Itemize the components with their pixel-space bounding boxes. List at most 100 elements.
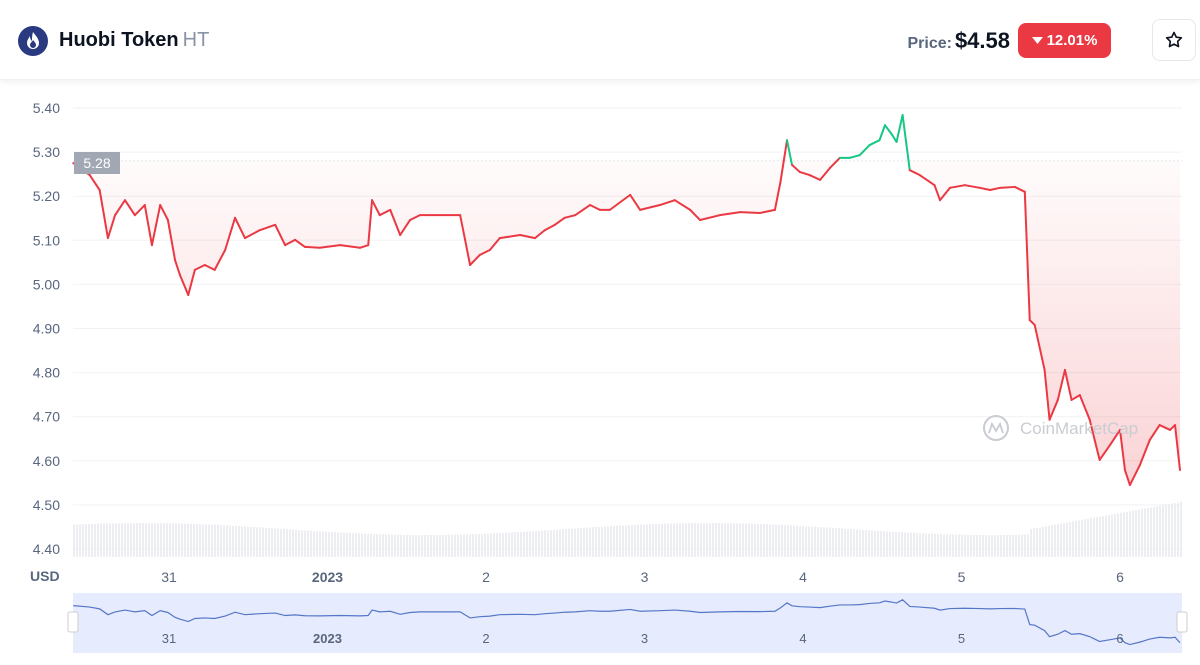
volume-bar — [109, 523, 111, 557]
volume-bar — [763, 524, 765, 557]
coin-name: Huobi Token — [59, 29, 179, 51]
volume-bar — [343, 532, 345, 557]
volume-bar — [535, 530, 537, 557]
volume-bar — [907, 532, 909, 557]
volume-bar — [340, 532, 342, 557]
volume-bar — [283, 529, 285, 557]
volume-bar — [313, 530, 315, 557]
navigator-tick-label: 6 — [1116, 631, 1123, 646]
volume-bar — [583, 527, 585, 557]
volume-bar — [799, 525, 801, 557]
volume-bar — [385, 534, 387, 557]
volume-bar — [508, 532, 510, 557]
price-segment — [908, 169, 921, 177]
volume-bar — [877, 530, 879, 557]
volume-bar — [472, 534, 474, 557]
y-tick-label: 5.10 — [33, 232, 60, 248]
volume-bar — [784, 525, 786, 557]
volume-bar — [919, 533, 921, 557]
volume-bar — [358, 533, 360, 557]
volume-bar — [955, 534, 957, 557]
price-segment — [699, 214, 721, 222]
volume-bar — [979, 534, 981, 557]
volume-bar — [172, 523, 174, 557]
volume-bar — [814, 526, 816, 557]
volume-bar — [193, 523, 195, 557]
volume-bar — [718, 523, 720, 557]
volume-bar — [229, 525, 231, 557]
price-segment — [409, 214, 421, 222]
navigator-right-handle[interactable] — [1176, 611, 1188, 633]
volume-bar — [766, 524, 768, 557]
volume-bar — [595, 527, 597, 557]
navigator-tick-label: 2 — [482, 631, 489, 646]
volume-bar — [442, 534, 444, 557]
volume-bar — [205, 524, 207, 557]
volume-bar — [1066, 522, 1068, 557]
volume-bar — [424, 535, 426, 557]
price-segment — [367, 199, 374, 247]
volume-bar — [688, 523, 690, 557]
price-segment — [939, 186, 951, 202]
price-segment — [203, 263, 216, 271]
volume-bar — [748, 523, 750, 557]
volume-bar — [1060, 523, 1062, 557]
volume-bar — [436, 534, 438, 557]
volume-bar — [712, 523, 714, 557]
volume-bar — [247, 526, 249, 557]
volume-bar — [457, 534, 459, 557]
volume-bar — [346, 532, 348, 557]
volume-bar — [466, 534, 468, 557]
volume-bar — [433, 534, 435, 557]
volume-bar — [760, 524, 762, 557]
volume-bar — [1123, 512, 1125, 557]
volume-bar — [841, 528, 843, 557]
volume-bar — [682, 523, 684, 557]
price-group: Price: $4.58 — [907, 28, 1010, 54]
navigator-tick-label: 2023 — [313, 631, 342, 646]
volume-bar — [445, 534, 447, 557]
price-segment — [150, 204, 162, 247]
volume-bar — [1159, 505, 1161, 557]
volume-bar — [820, 527, 822, 557]
volume-bar — [949, 534, 951, 557]
y-tick-label: 4.40 — [33, 541, 60, 557]
price-segment — [1063, 368, 1073, 401]
volume-bar — [154, 523, 156, 557]
volume-bar — [802, 526, 804, 557]
price-segment — [114, 199, 126, 217]
range-navigator[interactable]: 31 2023 2 3 4 5 6 — [67, 593, 1188, 653]
volume-bar — [1084, 519, 1086, 557]
volume-bar — [976, 534, 978, 557]
volume-bar — [691, 523, 693, 557]
volume-bar — [175, 523, 177, 557]
volume-bar — [874, 530, 876, 557]
volume-bar — [94, 523, 96, 557]
volume-bar — [1153, 506, 1155, 557]
volume-bar — [301, 530, 303, 557]
volume-bar — [160, 523, 162, 557]
x-tick-label: 2 — [482, 569, 490, 585]
price-segment — [1013, 185, 1026, 193]
price-segment — [739, 211, 762, 214]
price-segment — [72, 162, 91, 177]
volume-bar — [943, 534, 945, 557]
volume-bar — [403, 534, 405, 557]
volume-bar — [115, 523, 117, 557]
volume-bar — [349, 533, 351, 557]
volume-bar — [331, 532, 333, 557]
volume-bar — [631, 525, 633, 557]
volume-bar — [886, 531, 888, 557]
volume-bar — [1147, 507, 1149, 557]
volume-bar — [142, 523, 144, 557]
watchlist-star-button[interactable] — [1152, 19, 1196, 61]
price-segment — [174, 259, 182, 277]
volume-bar — [409, 534, 411, 557]
navigator-left-handle[interactable] — [67, 611, 79, 633]
volume-bar — [829, 527, 831, 557]
y-tick-label: 5.30 — [33, 144, 60, 160]
price-segment — [88, 174, 101, 192]
volume-bar — [868, 530, 870, 557]
volume-bar — [739, 523, 741, 557]
